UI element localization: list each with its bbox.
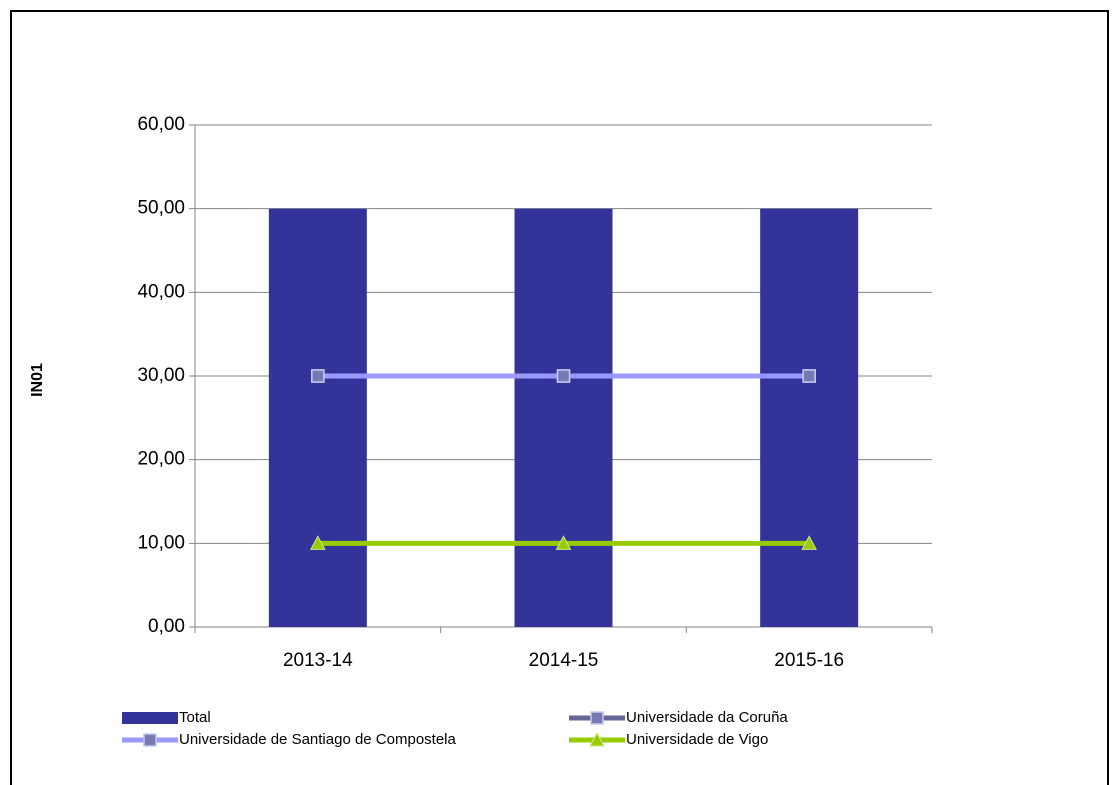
marker: [555, 535, 572, 550]
legend-label: Universidade de Santiago de Compostela: [179, 731, 456, 748]
bar: [514, 208, 613, 627]
y-tick-label: 20,00: [137, 449, 185, 470]
y-tick-label: 60,00: [137, 114, 185, 135]
y-tick-label: 0,00: [148, 616, 185, 637]
x-tick-label: 2015-16: [774, 650, 844, 671]
legend-marker: [589, 731, 605, 747]
legend-label: Universidade da Coruña: [626, 709, 788, 726]
y-tick-label: 10,00: [137, 532, 185, 553]
x-tick-label: 2013-14: [283, 650, 353, 671]
legend-marker: [590, 711, 604, 725]
legend-swatch: [122, 712, 178, 724]
y-tick-label: 30,00: [137, 365, 185, 386]
y-tick-label: 40,00: [137, 281, 185, 302]
marker: [802, 369, 816, 383]
legend: Total Universidade da Coruña Universidade …: [122, 709, 788, 748]
legend-label: Total: [179, 709, 211, 726]
y-tick-label: 50,00: [137, 198, 185, 219]
bar: [760, 208, 859, 627]
marker: [309, 535, 326, 550]
legend-marker: [143, 733, 157, 747]
bar: [268, 208, 367, 627]
marker: [311, 369, 325, 383]
marker: [801, 535, 818, 550]
x-tick-label: 2014-15: [529, 650, 599, 671]
legend-label: Universidade de Vigo: [626, 731, 768, 748]
y-axis-label: IN01: [29, 363, 46, 397]
marker: [556, 369, 571, 383]
